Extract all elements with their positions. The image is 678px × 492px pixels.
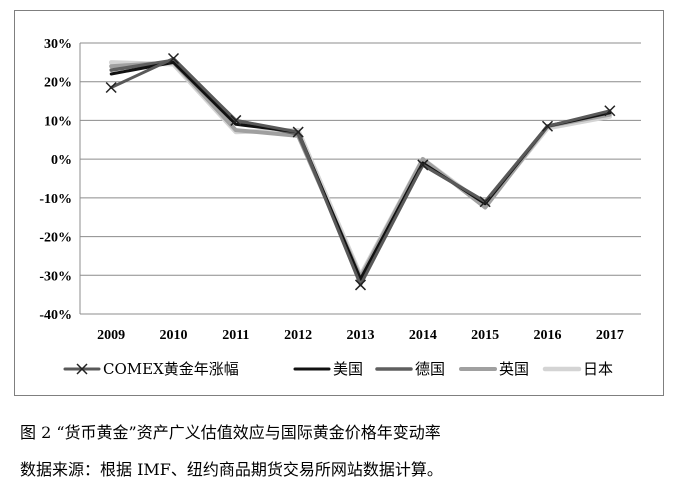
x-tick-label: 2009 bbox=[97, 328, 125, 343]
y-tick-label: 0% bbox=[51, 153, 72, 168]
data-point-marker bbox=[167, 52, 180, 65]
data-point-marker bbox=[105, 81, 117, 94]
x-tick-label: 2016 bbox=[534, 328, 562, 343]
data-point-marker bbox=[479, 196, 491, 208]
data-point-marker bbox=[292, 126, 304, 138]
legend-label: COMEX黄金年涨幅 bbox=[103, 360, 239, 378]
y-tick-label: 10% bbox=[44, 114, 72, 129]
line-chart: 30% 20% 10% 0% -10% -20% -30% -40% 2009 2010 2011 2… bbox=[39, 37, 641, 378]
series-line-2 bbox=[109, 60, 612, 281]
figure-caption: 图 2 “货币黄金”资产广义估值效应与国际黄金价格年变动率 bbox=[20, 423, 441, 442]
data-point-marker bbox=[354, 279, 367, 291]
legend-label: 英国 bbox=[499, 360, 529, 378]
series-line-1 bbox=[109, 57, 612, 287]
x-tick-label: 2010 bbox=[160, 328, 188, 343]
legend-label: 日本 bbox=[583, 360, 613, 378]
data-point-marker bbox=[541, 120, 554, 132]
x-tick-label: 2013 bbox=[347, 328, 375, 343]
legend-label: 美国 bbox=[333, 360, 363, 378]
x-tick-label: 2011 bbox=[222, 328, 249, 343]
chart-frame: 30% 20% 10% 0% -10% -20% -30% -40% 2009 2010 2011 2… bbox=[14, 10, 664, 396]
data-point-marker bbox=[604, 105, 616, 117]
y-tick-label: -10% bbox=[39, 192, 72, 207]
legend-label: 德国 bbox=[415, 360, 445, 378]
legend-marker bbox=[76, 363, 88, 375]
data-point-marker bbox=[417, 159, 429, 171]
series-line-3 bbox=[109, 58, 612, 281]
series-line-5 bbox=[108, 60, 613, 278]
series-line-4 bbox=[109, 60, 612, 280]
y-tick-label: -40% bbox=[39, 308, 72, 323]
source-note: 数据来源：根据 IMF、纽约商品期货交易所网站数据计算。 bbox=[20, 460, 443, 479]
y-tick-label: -30% bbox=[39, 269, 72, 284]
x-tick-label: 2017 bbox=[596, 328, 624, 343]
x-tick-label: 2014 bbox=[409, 328, 437, 343]
x-tick-label: 2015 bbox=[471, 328, 499, 343]
data-point-marker bbox=[230, 114, 242, 126]
y-tick-label: 20% bbox=[44, 76, 72, 91]
y-tick-label: -20% bbox=[39, 231, 72, 246]
x-tick-label: 2012 bbox=[284, 328, 312, 343]
y-tick-label: 30% bbox=[44, 37, 72, 52]
